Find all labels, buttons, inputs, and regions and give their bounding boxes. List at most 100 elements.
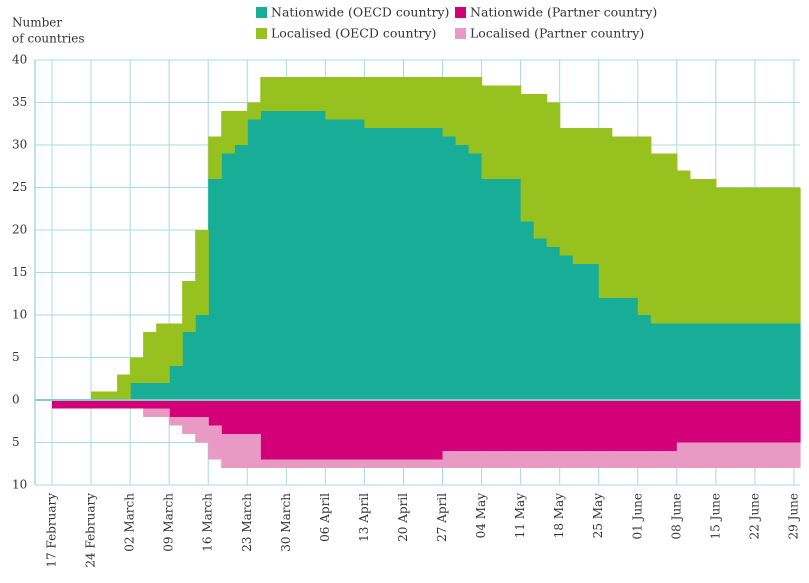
y-tick-label: 30 (12, 138, 27, 152)
area-step (130, 357, 144, 383)
area-step (676, 400, 691, 443)
area-step (689, 400, 704, 443)
area-step (455, 77, 470, 145)
area-step (351, 400, 366, 460)
legend-swatch (256, 28, 267, 39)
y-tick-label: 25 (12, 180, 27, 194)
area-step (520, 451, 535, 468)
area-step (130, 400, 144, 409)
area-step (624, 298, 639, 400)
area-step (143, 332, 157, 383)
area-step (533, 400, 548, 451)
area-step (169, 366, 183, 400)
area-step (195, 400, 209, 417)
area-step (247, 102, 261, 120)
area-step (65, 400, 79, 409)
area-step (468, 451, 483, 468)
area-step (403, 128, 418, 400)
area-step (767, 442, 782, 468)
y-axis-title: of countries (12, 32, 85, 46)
area-step (273, 400, 287, 460)
area-step (286, 400, 300, 460)
area-step (390, 128, 405, 400)
area-step (585, 451, 600, 468)
area-step (403, 400, 418, 460)
legend-label: Localised (Partner country) (470, 26, 644, 41)
area-step (520, 400, 535, 451)
area-step (78, 400, 92, 409)
area-step (364, 459, 379, 468)
area-step (546, 247, 561, 400)
area-step (507, 400, 522, 451)
area-step (442, 136, 457, 400)
area-step (794, 187, 801, 324)
area-step (416, 459, 431, 468)
x-tick-label: 15 June (708, 493, 722, 539)
area-step (559, 400, 574, 451)
area-step (520, 94, 535, 222)
areas (52, 77, 801, 468)
x-tick-label: 22 June (747, 493, 761, 539)
area-step (572, 451, 587, 468)
x-tick-label: 27 April (435, 493, 449, 542)
legend-swatch (256, 7, 267, 18)
axes: 10 5 0 5 10 15 20 25 30 35 40 17 February 24 Februar… (12, 53, 801, 568)
area-step (442, 77, 457, 137)
area-step (455, 400, 470, 451)
area-step (156, 408, 170, 417)
area-step (221, 434, 235, 468)
area-step (676, 442, 691, 468)
area-step (299, 111, 313, 400)
x-tick-label: 04 May (474, 493, 488, 539)
area-step (559, 128, 574, 256)
x-tick-label: 16 March (201, 493, 215, 552)
area-step (611, 451, 626, 468)
area-step (663, 323, 678, 400)
area-step (468, 400, 483, 451)
area-step (754, 323, 769, 400)
area-step (507, 179, 522, 400)
area-step (143, 383, 157, 400)
area-step (338, 119, 353, 400)
area-step (572, 400, 587, 451)
area-step (156, 323, 170, 383)
area-step (273, 111, 287, 400)
legend: Nationwide (OECD country) Nationwide (Par… (256, 5, 657, 41)
area-step (221, 153, 235, 400)
area-step (117, 400, 131, 409)
area-step (351, 77, 366, 120)
y-tick-label: 35 (12, 95, 27, 109)
area-step (780, 400, 795, 443)
area-step (247, 434, 261, 468)
area-step (572, 128, 587, 264)
area-step (169, 400, 183, 417)
area-step (338, 77, 353, 120)
y-tick-label: 40 (12, 53, 27, 67)
area-step (91, 400, 105, 409)
area-step (390, 459, 405, 468)
area-step (663, 400, 678, 451)
area-step (741, 442, 756, 468)
area-step (585, 128, 600, 264)
area-step (208, 179, 222, 400)
x-tick-label: 11 May (513, 493, 527, 539)
area-step (442, 400, 457, 451)
x-tick-label: 23 March (240, 493, 254, 552)
area-step (104, 400, 118, 409)
area-step (260, 111, 274, 400)
area-step (546, 400, 561, 451)
area-step (208, 400, 222, 426)
area-step (767, 400, 782, 443)
area-step (598, 400, 613, 451)
area-step (325, 459, 339, 468)
x-tick-label: 13 April (357, 493, 371, 542)
area-step (624, 400, 639, 451)
area-step (208, 425, 222, 460)
area-step (794, 442, 801, 468)
area-step (585, 264, 600, 400)
legend-swatch (455, 28, 466, 39)
area-step (494, 85, 509, 179)
area-step (429, 128, 444, 400)
area-step (520, 221, 535, 400)
